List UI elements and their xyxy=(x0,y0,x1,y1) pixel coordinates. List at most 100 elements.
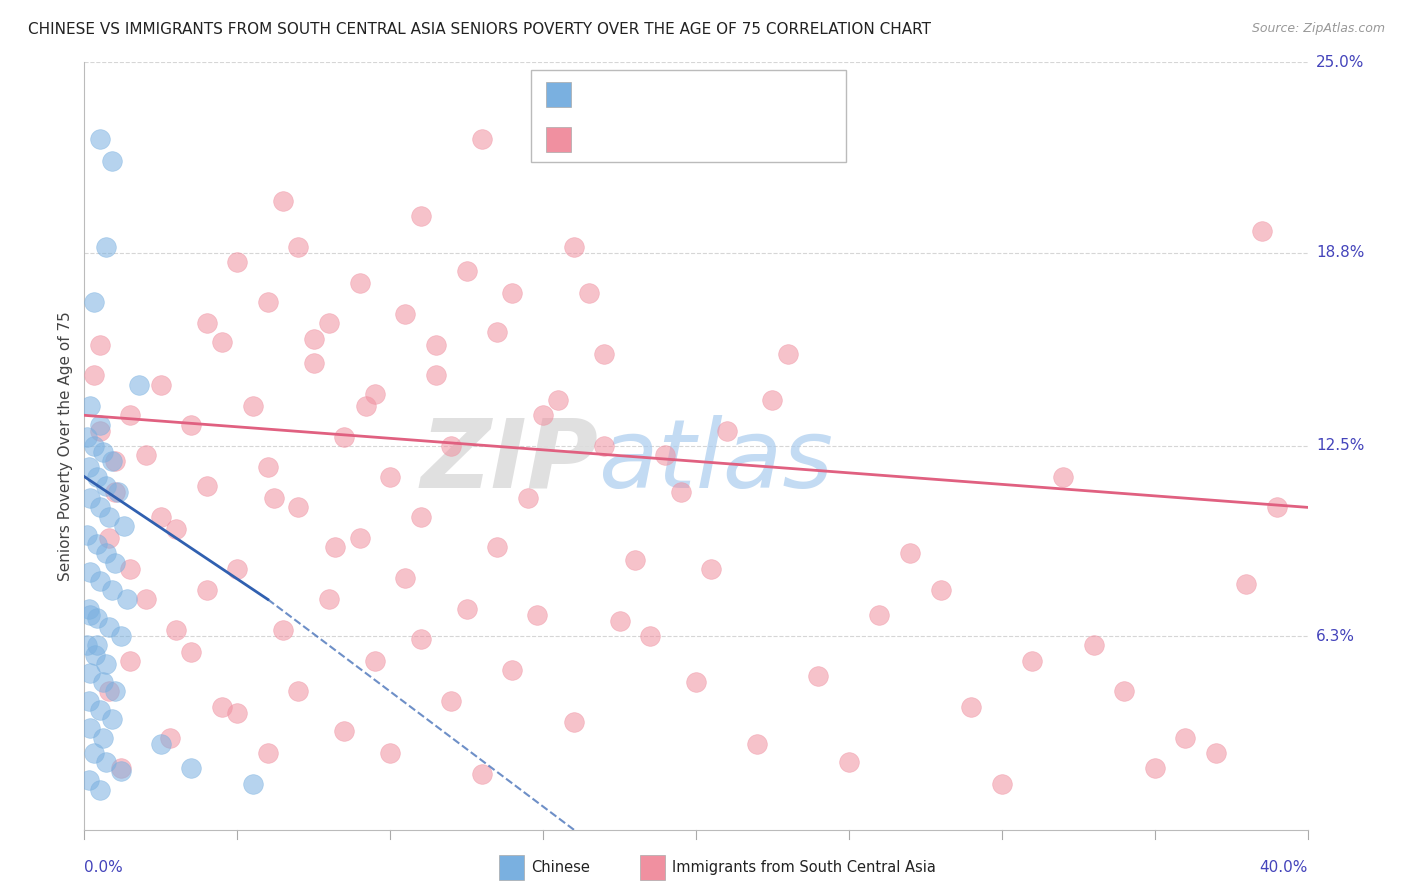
Point xyxy=(226,562,249,576)
Point xyxy=(76,430,98,444)
Point xyxy=(471,767,494,781)
Point xyxy=(257,746,280,760)
Point xyxy=(257,294,280,309)
Point xyxy=(91,675,114,690)
Point xyxy=(77,773,100,788)
Point xyxy=(120,654,142,668)
Point xyxy=(562,239,585,253)
Point xyxy=(89,500,111,515)
Point xyxy=(761,392,783,407)
Point xyxy=(128,377,150,392)
Point xyxy=(364,654,387,668)
Point xyxy=(91,731,114,745)
Point xyxy=(120,409,142,423)
Point xyxy=(1205,746,1227,760)
Point xyxy=(349,531,371,545)
Point xyxy=(380,469,402,483)
Point xyxy=(135,592,157,607)
Point xyxy=(97,509,120,524)
Point xyxy=(94,546,117,560)
Point xyxy=(1052,469,1074,483)
Point xyxy=(747,737,769,751)
Point xyxy=(333,724,356,739)
Point xyxy=(898,546,921,560)
Text: 12.5%: 12.5% xyxy=(1316,439,1364,453)
Point xyxy=(1143,761,1166,775)
Text: ZIP: ZIP xyxy=(420,415,598,508)
Point xyxy=(110,764,132,779)
Point xyxy=(101,712,124,726)
Point xyxy=(1083,639,1105,653)
Point xyxy=(380,746,402,760)
Text: R =: R = xyxy=(579,87,613,102)
Point xyxy=(97,684,120,698)
Point xyxy=(91,445,114,459)
Point xyxy=(318,316,340,330)
Point xyxy=(456,264,478,278)
Point xyxy=(654,448,676,462)
Point xyxy=(79,607,101,622)
Point xyxy=(79,565,101,579)
Point xyxy=(287,684,309,698)
Point xyxy=(226,706,249,720)
Point xyxy=(84,648,107,662)
Point xyxy=(83,746,105,760)
Point xyxy=(502,285,524,300)
Point xyxy=(77,460,100,475)
Point xyxy=(609,614,631,628)
Point xyxy=(486,326,509,340)
Point xyxy=(101,153,124,168)
Point xyxy=(180,761,202,775)
Point xyxy=(104,485,127,500)
Point xyxy=(578,285,600,300)
Point xyxy=(112,518,135,533)
Point xyxy=(104,556,127,570)
Point xyxy=(110,761,132,775)
Point xyxy=(526,607,548,622)
Point xyxy=(195,316,218,330)
Text: 52: 52 xyxy=(721,87,742,102)
Point xyxy=(242,776,264,790)
Point xyxy=(349,277,371,291)
Text: 40.0%: 40.0% xyxy=(1260,860,1308,875)
Point xyxy=(89,782,111,797)
Point xyxy=(211,699,233,714)
Point xyxy=(547,392,569,407)
Point xyxy=(394,571,416,585)
Point xyxy=(149,737,172,751)
Point xyxy=(120,562,142,576)
Point xyxy=(302,332,325,346)
Point xyxy=(263,491,285,505)
Point xyxy=(669,485,692,500)
Point xyxy=(89,574,111,588)
Point xyxy=(89,417,111,432)
Point xyxy=(638,629,661,643)
Point xyxy=(79,666,101,681)
Point xyxy=(593,439,616,453)
Point xyxy=(486,541,509,555)
Text: 18.8%: 18.8% xyxy=(1316,245,1364,260)
Point xyxy=(94,657,117,671)
Point xyxy=(83,439,105,453)
Point xyxy=(83,294,105,309)
Point xyxy=(79,399,101,413)
Point xyxy=(195,583,218,598)
Text: Immigrants from South Central Asia: Immigrants from South Central Asia xyxy=(672,861,936,875)
Point xyxy=(86,469,108,483)
Point xyxy=(1265,500,1288,515)
Point xyxy=(991,776,1014,790)
Point xyxy=(242,399,264,413)
Point xyxy=(86,611,108,625)
Point xyxy=(838,755,860,769)
Point xyxy=(149,509,172,524)
Point xyxy=(409,509,432,524)
Text: 0.0%: 0.0% xyxy=(84,860,124,875)
Point xyxy=(115,592,138,607)
Point xyxy=(89,703,111,717)
Point xyxy=(107,485,129,500)
Point xyxy=(89,132,111,146)
Point xyxy=(776,347,799,361)
Point xyxy=(409,209,432,223)
Point xyxy=(159,731,181,745)
Point xyxy=(271,194,294,208)
